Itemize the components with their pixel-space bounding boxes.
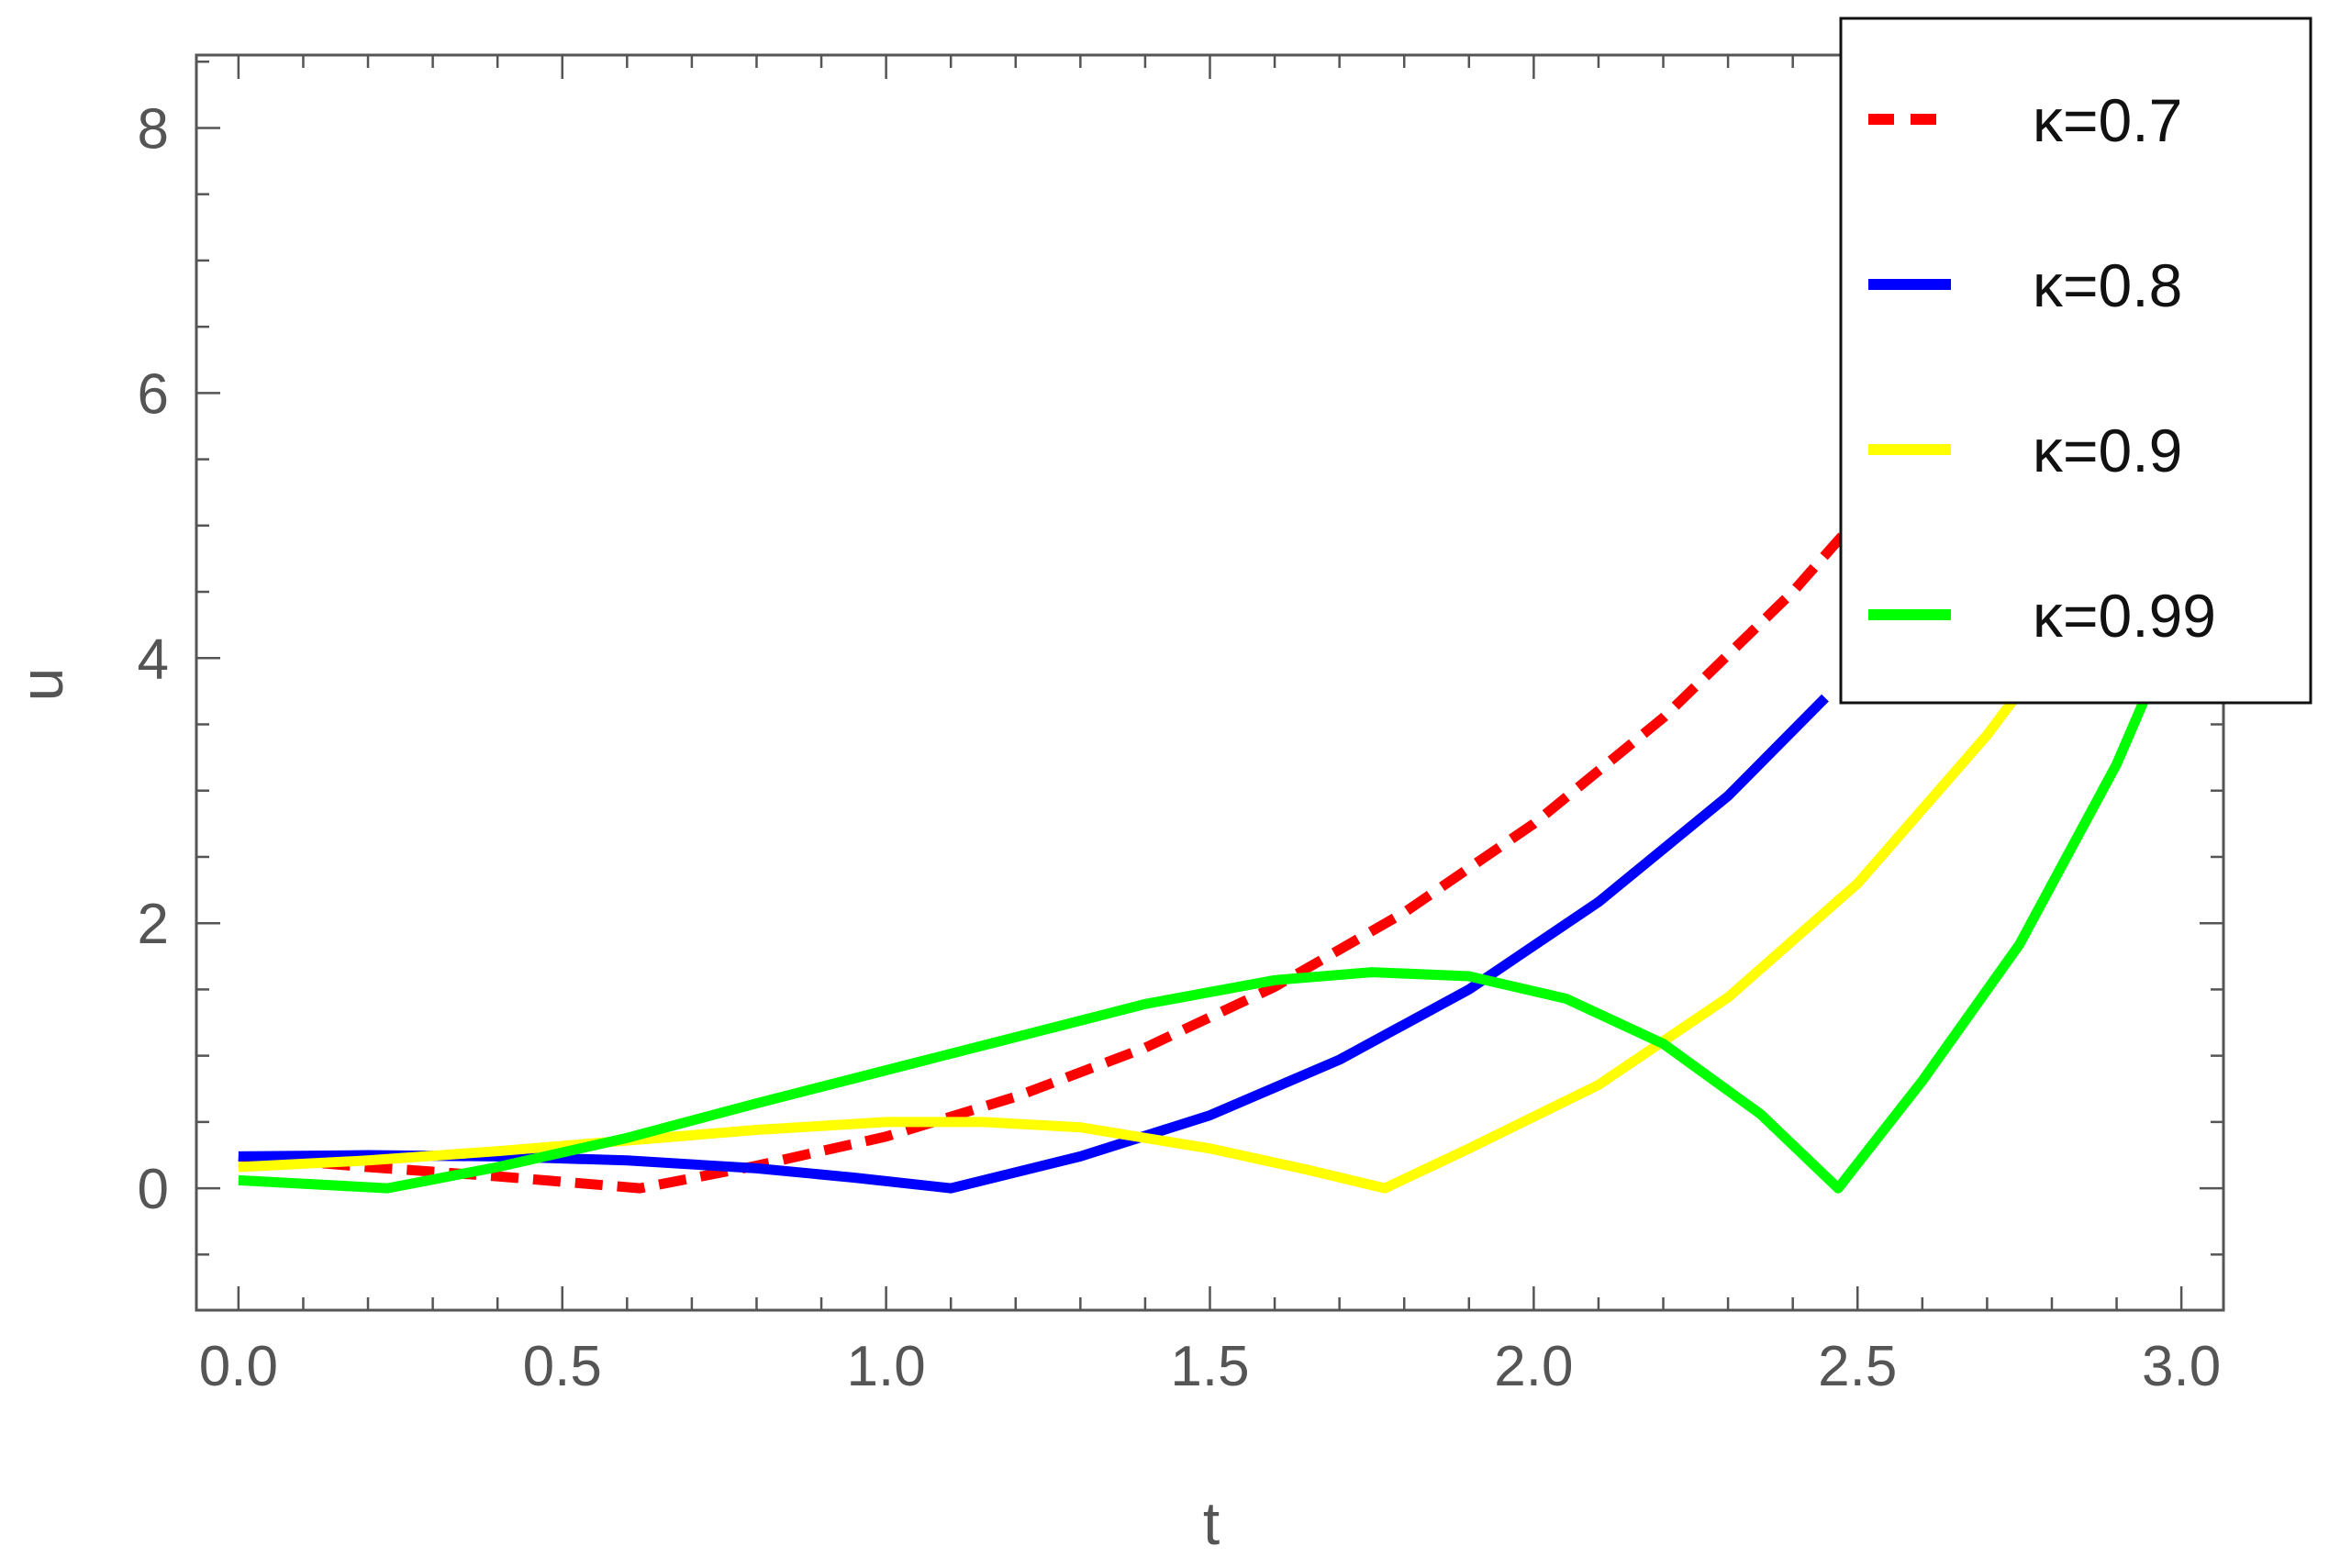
series-group [238,478,2160,1194]
legend-label-2: κ=0.9 [2033,417,2182,484]
legend-label-0: κ=0.7 [2033,86,2182,154]
x-tick-label: 0.0 [199,1335,278,1398]
x-tick-label: 2.0 [1494,1335,1573,1398]
y-tick-label: 8 [138,97,169,161]
y-tick-label: 6 [138,362,169,426]
x-tick-label: 3.0 [2142,1335,2221,1398]
axes-layer: 0.0 0.5 1.0 1.5 2.0 2.5 3.0 0 2 4 6 8 [138,53,2225,1398]
series-line-1 [238,694,1829,1194]
x-axis-title: t [1203,1489,1220,1557]
x-tick-label: 1.5 [1170,1335,1249,1398]
series-line-3 [238,672,2160,1194]
x-tick-label: 0.5 [523,1335,602,1398]
y-tick-label: 2 [138,893,169,956]
legend-label-3: κ=0.99 [2033,582,2216,650]
x-tick-label: 1.0 [847,1335,926,1398]
series-line-2 [238,602,2089,1194]
y-axis-title: u [7,668,75,702]
legend-label-1: κ=0.8 [2033,251,2182,319]
series-layer [238,478,2160,1194]
series-line-0 [238,478,1894,1194]
y-tick-label: 4 [138,628,169,691]
legend: κ=0.7 κ=0.8 κ=0.9 κ=0.99 [1839,17,2312,705]
y-tick-label: 0 [138,1158,169,1221]
x-tick-label: 2.5 [1818,1335,1897,1398]
legend-box [1839,17,2312,705]
